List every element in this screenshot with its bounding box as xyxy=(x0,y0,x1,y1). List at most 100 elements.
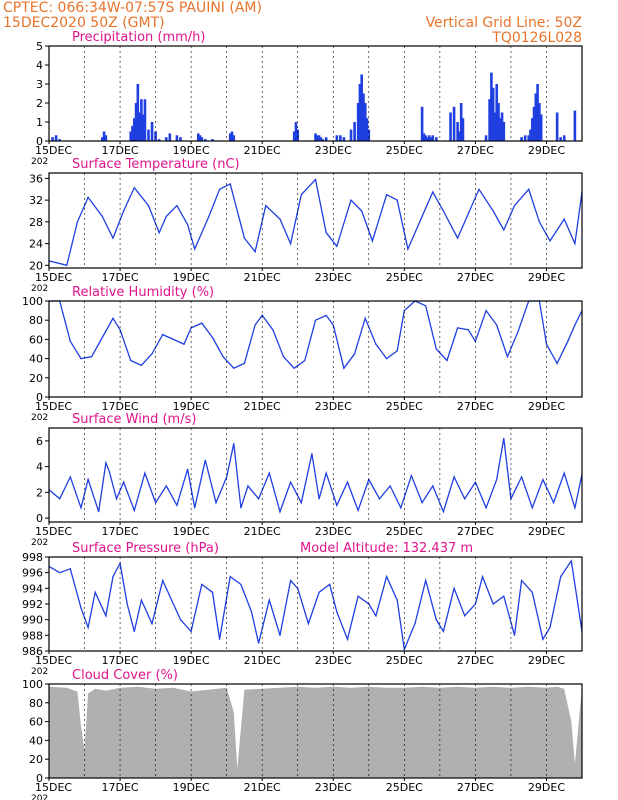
precip-bar xyxy=(360,74,363,141)
wind-point xyxy=(542,478,544,481)
wind-line xyxy=(48,438,583,514)
x-tick-label: 29DEC xyxy=(528,400,565,413)
x-tick-label: 27DEC xyxy=(457,781,494,794)
wind-point xyxy=(290,481,292,483)
rh-point xyxy=(183,343,185,345)
wind-point xyxy=(115,498,118,500)
precip-bar xyxy=(129,131,133,141)
x-tick-label: 19DEC xyxy=(173,781,210,794)
panel-temp: 20 24 28 32 36 15DEC 17DEC 19DEC 21DEC 23DEC 25DEC… xyxy=(29,157,583,294)
header-grid-note: Vertical Grid Line: 50Z xyxy=(426,15,582,31)
panel-frame xyxy=(48,45,583,142)
x-tick-label: 17DEC xyxy=(102,525,139,538)
precip-bar xyxy=(493,112,497,141)
y-tick-label: 4 xyxy=(36,461,43,474)
x-tick-label: 19DEC xyxy=(173,525,210,538)
panel-precip: 0 1 2 3 4 5 15DEC 17DEC 19DEC 21DEC 23DEC 25DEC 27DE… xyxy=(31,30,583,167)
temp-point xyxy=(361,210,363,212)
x-tick-label: 15DEC xyxy=(35,144,72,157)
temp-point xyxy=(385,194,388,196)
precip-bar xyxy=(559,137,562,141)
y-tick-label: 3 xyxy=(36,78,43,91)
wind-point xyxy=(69,476,71,478)
temp-point xyxy=(101,215,103,218)
precip-bar xyxy=(204,139,207,141)
wind-point xyxy=(453,476,455,478)
header-model-id: TQ0126L028 xyxy=(491,30,582,46)
y-tick-label: 1 xyxy=(36,116,43,129)
temp-point xyxy=(503,229,505,231)
year-label: 202 xyxy=(31,538,48,548)
pres-point xyxy=(531,591,533,593)
wind-point xyxy=(155,502,157,504)
panel-wind: 0 2 4 6 15DEC 17DEC 19DEC 21DEC 23DEC 25DEC 27DEC 2… xyxy=(31,412,583,548)
precip-bar xyxy=(349,129,353,141)
wind-point xyxy=(325,472,327,474)
precip-bar xyxy=(104,135,108,141)
rh-point xyxy=(254,324,256,326)
wind-point xyxy=(574,507,576,509)
rh-point xyxy=(574,324,576,326)
y-tick-label: 0 xyxy=(36,135,43,148)
precip-bar xyxy=(426,137,429,141)
panel-frame xyxy=(48,683,583,779)
rh-point xyxy=(304,359,306,362)
rh-point xyxy=(364,317,366,319)
pres-point xyxy=(151,622,153,625)
pres-point xyxy=(258,642,260,644)
precip-bar xyxy=(342,137,346,141)
rh-point xyxy=(545,343,548,345)
panel-pres: 986 988 990 992 994 996 998 15DEC 17DEC 19DEC 21DE… xyxy=(22,541,583,677)
x-tick-label: 25DEC xyxy=(386,654,423,667)
wind-point xyxy=(520,476,523,478)
temp-point xyxy=(218,188,221,190)
rh-point xyxy=(101,336,103,339)
pres-point xyxy=(520,579,523,582)
precip-bar xyxy=(523,135,527,141)
temp-point xyxy=(457,237,459,239)
temp-point xyxy=(336,245,338,247)
x-tick-label: 17DEC xyxy=(102,144,139,157)
rh-point xyxy=(496,324,498,326)
wind-point xyxy=(378,498,381,500)
panel-rh: 0 20 40 60 80 100 15DEC 17DEC 19DEC 21DEC 23DEC 25D… xyxy=(22,285,583,423)
precip-bar xyxy=(573,110,577,141)
temp-point xyxy=(407,248,409,250)
rh-point xyxy=(272,329,274,331)
pres-point xyxy=(279,634,281,636)
wind-point xyxy=(87,478,89,481)
wind-point xyxy=(464,498,466,500)
rh-point xyxy=(403,310,405,312)
precip-bar xyxy=(339,135,342,141)
y-tick-label: 996 xyxy=(22,567,43,580)
x-tick-label: 19DEC xyxy=(173,271,210,284)
wind-point xyxy=(247,485,249,487)
temp-point xyxy=(158,232,160,234)
x-tick-label: 21DEC xyxy=(244,271,281,284)
y-tick-label: 80 xyxy=(29,314,43,327)
x-tick-label: 25DEC xyxy=(386,400,423,413)
rh-point xyxy=(211,336,214,339)
rh-point xyxy=(353,353,356,355)
precip-bar xyxy=(365,118,369,141)
pres-point xyxy=(162,579,164,582)
pres-point xyxy=(403,648,405,651)
precip-bar xyxy=(296,129,300,141)
precip-bar xyxy=(324,137,328,141)
temp-point xyxy=(432,191,434,193)
x-tick-label: 19DEC xyxy=(173,144,210,157)
temp-point xyxy=(290,242,292,245)
year-label: 202 xyxy=(31,284,48,294)
temp-point xyxy=(176,204,178,207)
wind-point xyxy=(410,475,413,477)
precip-bar xyxy=(157,139,161,141)
pres-point xyxy=(140,599,142,601)
y-tick-label: 2 xyxy=(36,97,43,110)
pres-point xyxy=(375,615,377,617)
rh-point xyxy=(385,358,388,360)
precip-bar xyxy=(555,112,559,141)
pres-point xyxy=(435,619,437,621)
x-tick-label: 23DEC xyxy=(315,400,352,413)
temp-point xyxy=(165,215,167,218)
precip-bar xyxy=(150,122,154,141)
